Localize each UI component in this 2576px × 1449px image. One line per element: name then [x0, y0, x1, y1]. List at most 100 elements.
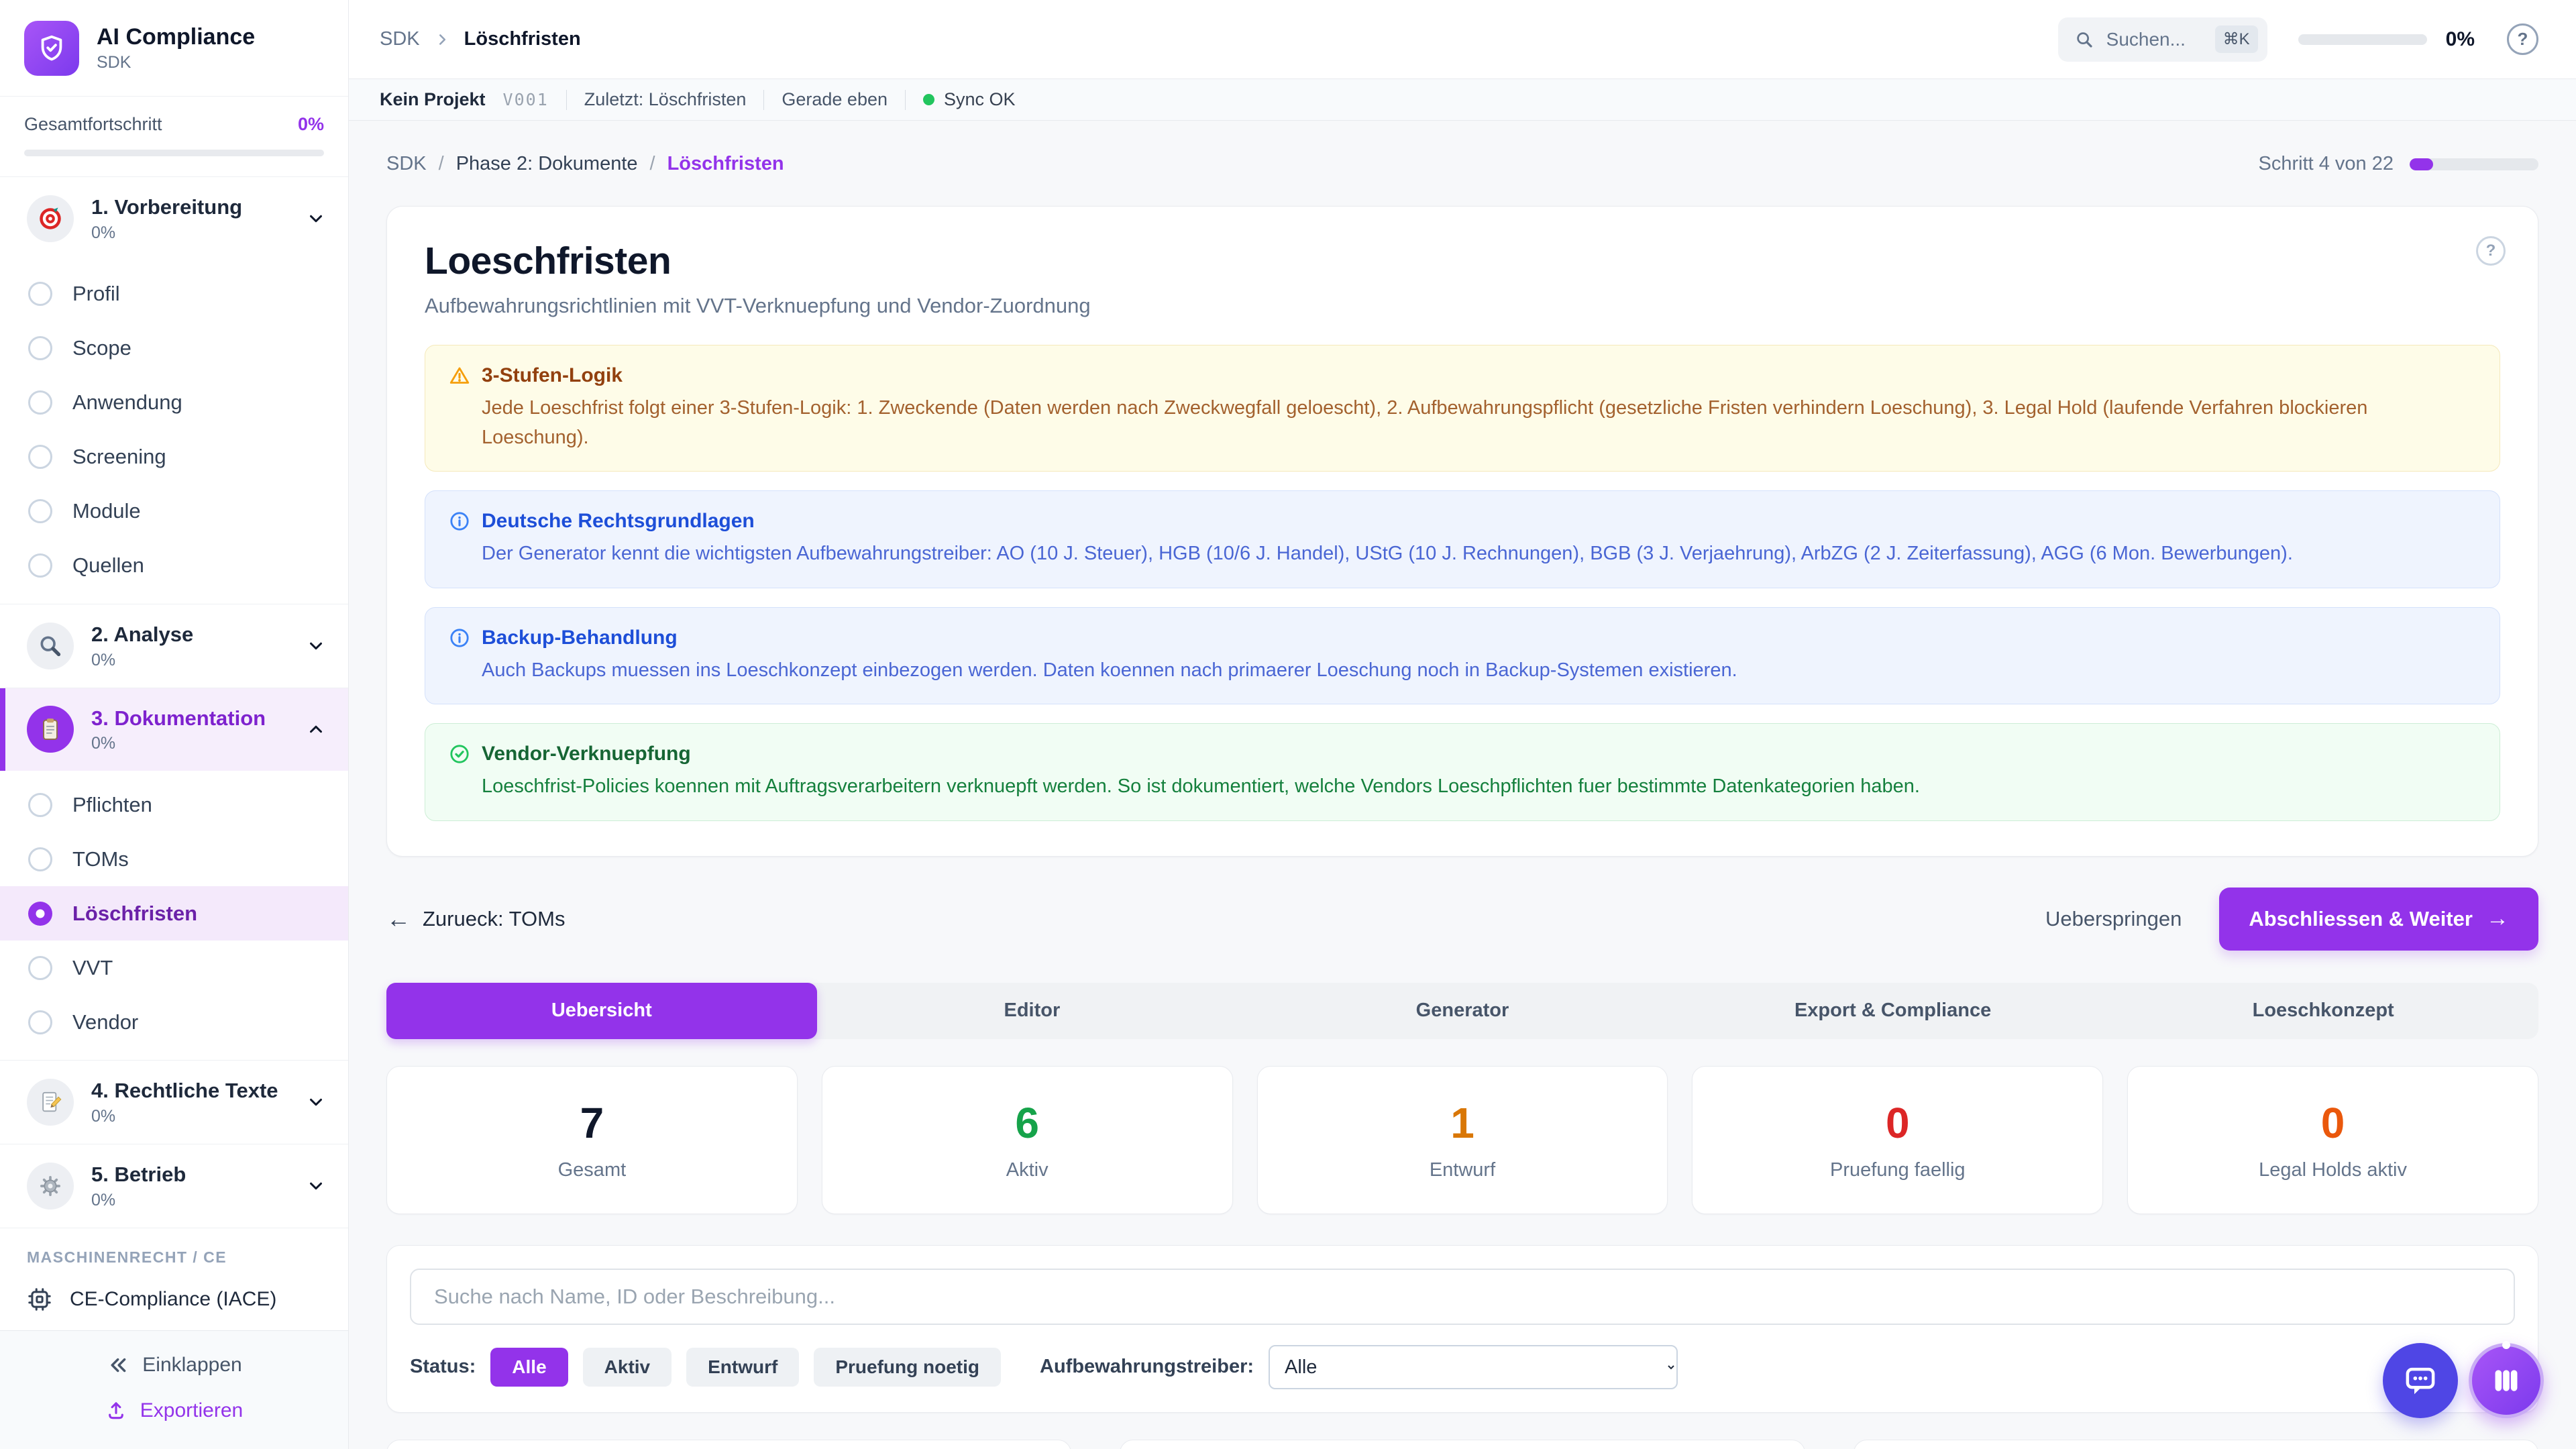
global-search[interactable]: Suchen... ⌘K: [2057, 17, 2267, 62]
sidebar-item-ce-compliance[interactable]: CE-Compliance (IACE): [0, 1273, 348, 1330]
sidebar-item-vendor[interactable]: Vendor: [0, 995, 348, 1049]
check-circle-icon: [448, 743, 471, 765]
main-area: SDK Löschfristen Suchen... ⌘K 0%: [349, 0, 2576, 1449]
crumb-sdk[interactable]: SDK: [386, 153, 427, 174]
stat-cards: 7 Gesamt 6 Aktiv 1 Entwurf 0 Pruefung fa…: [386, 1065, 2538, 1214]
status-filter-entwurf[interactable]: Entwurf: [686, 1347, 800, 1387]
chevron-down-icon: [305, 1091, 327, 1113]
sidebar-item-screening[interactable]: Screening: [0, 430, 348, 484]
panel-toggle-button[interactable]: [2469, 1341, 2544, 1418]
status-filter-alle[interactable]: Alle: [490, 1347, 568, 1387]
tab-export-compliance[interactable]: Export & Compliance: [1794, 1000, 1992, 1021]
project-status: Kein Projekt: [380, 89, 486, 109]
status-filter-pruefung-noetig[interactable]: Pruefung noetig: [814, 1347, 1001, 1387]
sidebar-item-scope[interactable]: Scope: [0, 321, 348, 376]
step-progress: Schritt 4 von 22: [2259, 153, 2538, 175]
wizard-nav-row: ← Zurueck: TOMs Ueberspringen Abschliess…: [386, 887, 2538, 951]
breadcrumb-root[interactable]: SDK: [380, 28, 420, 50]
crumb-current: Löschfristen: [667, 153, 784, 174]
shield-check-icon: [36, 33, 67, 64]
crumb-phase[interactable]: Phase 2: Dokumente: [455, 153, 638, 174]
sidebar-item-pflichten[interactable]: Pflichten: [0, 777, 348, 832]
search-placeholder: Suchen...: [2106, 28, 2186, 50]
chevron-down-icon: [305, 208, 327, 229]
app-logo: [24, 20, 79, 76]
driver-filter-label: Aufbewahrungstreiber:: [1040, 1356, 1254, 1377]
filter-row: Status: Alle Aktiv Entwurf Pruefung noet…: [410, 1344, 2515, 1389]
status-bar: Kein Projekt V001 Zuletzt: Löschfristen …: [349, 79, 2576, 121]
loeschfristen-card: Loeschfristen Aufbewahrungsrichtlinien m…: [386, 206, 2538, 857]
sidebar-footer: Einklappen Exportieren: [0, 1330, 348, 1449]
page-breadcrumb: SDK / Phase 2: Dokumente / Löschfristen: [386, 153, 784, 174]
page-title: Loeschfristen: [425, 239, 672, 282]
export-button[interactable]: Exportieren: [105, 1399, 243, 1422]
info-icon: [448, 627, 471, 649]
sync-ok-dot: [923, 94, 934, 105]
sidebar-header: AI Compliance SDK: [0, 0, 348, 97]
header-progress-bar: [2298, 34, 2427, 45]
magnifier-icon: [27, 622, 74, 669]
sync-status: Sync OK: [923, 89, 1016, 110]
breadcrumb: SDK Löschfristen: [380, 28, 581, 50]
policy-search-input[interactable]: [410, 1268, 2515, 1325]
header-progress-value: 0%: [2445, 28, 2475, 50]
overall-progress-value: 0%: [297, 114, 324, 134]
sidebar-section-analyse[interactable]: 2. Analyse 0%: [0, 604, 348, 688]
back-link[interactable]: ← Zurueck: TOMs: [386, 904, 566, 932]
machine-section-label: MASCHINENRECHT / CE: [27, 1248, 227, 1266]
status-filter-aktiv[interactable]: Aktiv: [582, 1347, 672, 1387]
clipboard-icon: [27, 706, 74, 753]
sidebar-section-rechtliche-texte[interactable]: 4. Rechtliche Texte 0%: [0, 1061, 348, 1144]
sidebar-item-vvt[interactable]: VVT: [0, 941, 348, 995]
tab-uebersicht[interactable]: Uebersicht: [386, 982, 817, 1039]
sidebar-item-quellen[interactable]: Quellen: [0, 539, 348, 593]
sidebar-section-betrieb[interactable]: 5. Betrieb 0%: [0, 1144, 348, 1228]
sidebar-section-dokumentation[interactable]: 3. Dokumentation 0%: [0, 688, 348, 771]
card-help-button[interactable]: ?: [2476, 236, 2506, 266]
page-subtitle: Aufbewahrungsrichtlinien mit VVT-Verknue…: [425, 294, 1091, 317]
chat-assistant-button[interactable]: [2383, 1343, 2458, 1418]
arrow-left-icon: ←: [386, 904, 411, 932]
finish-next-button[interactable]: Abschliessen & Weiter →: [2219, 887, 2538, 951]
last-edited: Zuletzt: Löschfristen: [584, 89, 747, 109]
sidebar-item-module[interactable]: Module: [0, 484, 348, 539]
policy-card[interactable]: [1853, 1439, 2538, 1449]
policy-card[interactable]: [386, 1439, 1072, 1449]
tab-loeschkonzept[interactable]: Loeschkonzept: [2252, 1000, 2394, 1021]
filter-card: Status: Alle Aktiv Entwurf Pruefung noet…: [386, 1244, 2538, 1413]
stat-gesamt: 7 Gesamt: [386, 1065, 798, 1214]
topbar: SDK Löschfristen Suchen... ⌘K 0%: [349, 0, 2576, 79]
sidebar-section-vorbereitung[interactable]: 1. Vorbereitung 0%: [0, 177, 348, 260]
driver-filter-select[interactable]: Alle: [1269, 1344, 1678, 1389]
stat-aktiv: 6 Aktiv: [821, 1065, 1233, 1214]
sidebar-item-loeschfristen[interactable]: Löschfristen: [0, 886, 348, 941]
tab-generator[interactable]: Generator: [1415, 1000, 1509, 1021]
info-icon: [448, 510, 471, 533]
tab-editor[interactable]: Editor: [1004, 1000, 1061, 1021]
note-rechtsgrundlagen: Deutsche Rechtsgrundlagen Der Generator …: [425, 490, 2500, 588]
chevron-down-icon: [305, 1175, 327, 1197]
version-badge: V001: [502, 90, 549, 109]
sidebar-item-profil[interactable]: Profil: [0, 267, 348, 321]
chevron-right-icon: [433, 31, 451, 48]
sidebar: AI Compliance SDK Gesamtfortschritt 0%: [0, 0, 349, 1449]
chevron-up-icon: [305, 718, 327, 740]
tab-bar: Uebersicht Editor Generator Export & Com…: [386, 982, 2538, 1039]
overall-progress-bar: [24, 150, 324, 156]
warning-icon: [448, 364, 471, 387]
note-vendor-verknuepfung: Vendor-Verknuepfung Loeschfrist-Policies…: [425, 723, 2500, 821]
upload-icon: [105, 1400, 127, 1421]
target-icon: [27, 195, 74, 242]
last-saved-time: Gerade eben: [782, 89, 888, 109]
memo-icon: [27, 1079, 74, 1126]
step-progress-bar: [2410, 158, 2538, 170]
overall-progress-section: Gesamtfortschritt 0%: [0, 97, 348, 177]
help-button[interactable]: ?: [2507, 23, 2538, 55]
collapse-sidebar-button[interactable]: Einklappen: [106, 1354, 242, 1377]
sidebar-item-toms[interactable]: TOMs: [0, 832, 348, 886]
skip-button[interactable]: Ueberspringen: [2045, 906, 2182, 930]
sidebar-item-anwendung[interactable]: Anwendung: [0, 376, 348, 430]
page-content: SDK / Phase 2: Dokumente / Löschfristen …: [349, 121, 2576, 1449]
policy-card[interactable]: [1120, 1439, 1805, 1449]
